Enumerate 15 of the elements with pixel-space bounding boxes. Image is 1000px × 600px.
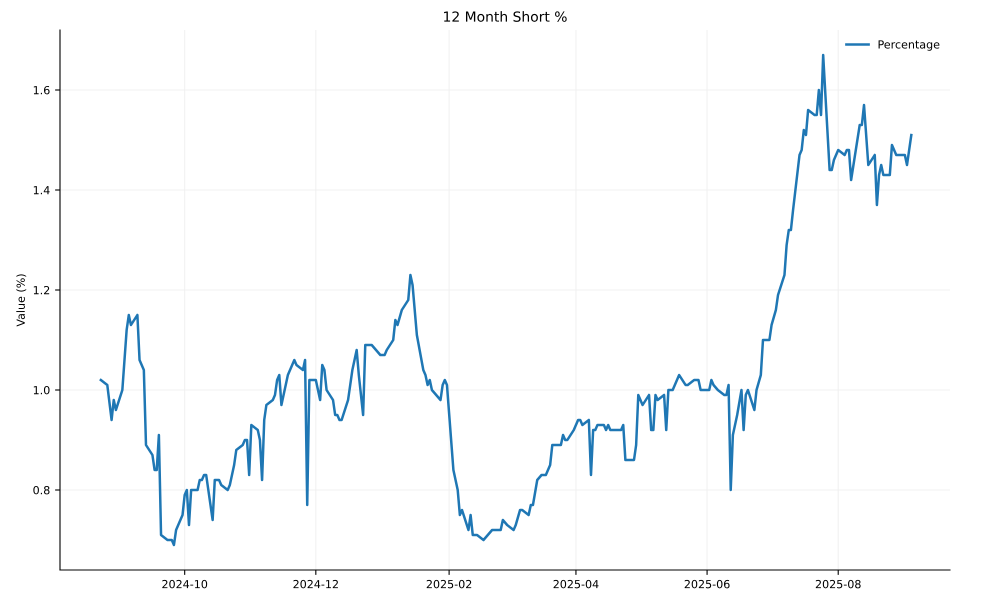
y-tick-label: 1.2 [34,286,50,294]
x-tick-label: 2025-08 [816,580,861,588]
y-tick-label: 0.8 [33,486,50,494]
x-tick-label: 2025-06 [684,580,730,588]
x-tick-label: 2024-12 [293,580,338,588]
y-tick-label: 1.0 [34,386,50,394]
y-tick-label: 1.4 [34,186,50,194]
y-axis-title: Value (%) [16,274,26,327]
x-tick-label: 2024-10 [162,580,208,588]
chart-title: 12 Month Short % [444,11,567,22]
legend-label: Percentage [878,40,940,51]
y-tick-label: 1.6 [34,86,50,94]
x-tick-label: 2025-02 [426,580,472,588]
x-tick-label: 2025-04 [554,580,599,588]
line-series [100,54,913,546]
